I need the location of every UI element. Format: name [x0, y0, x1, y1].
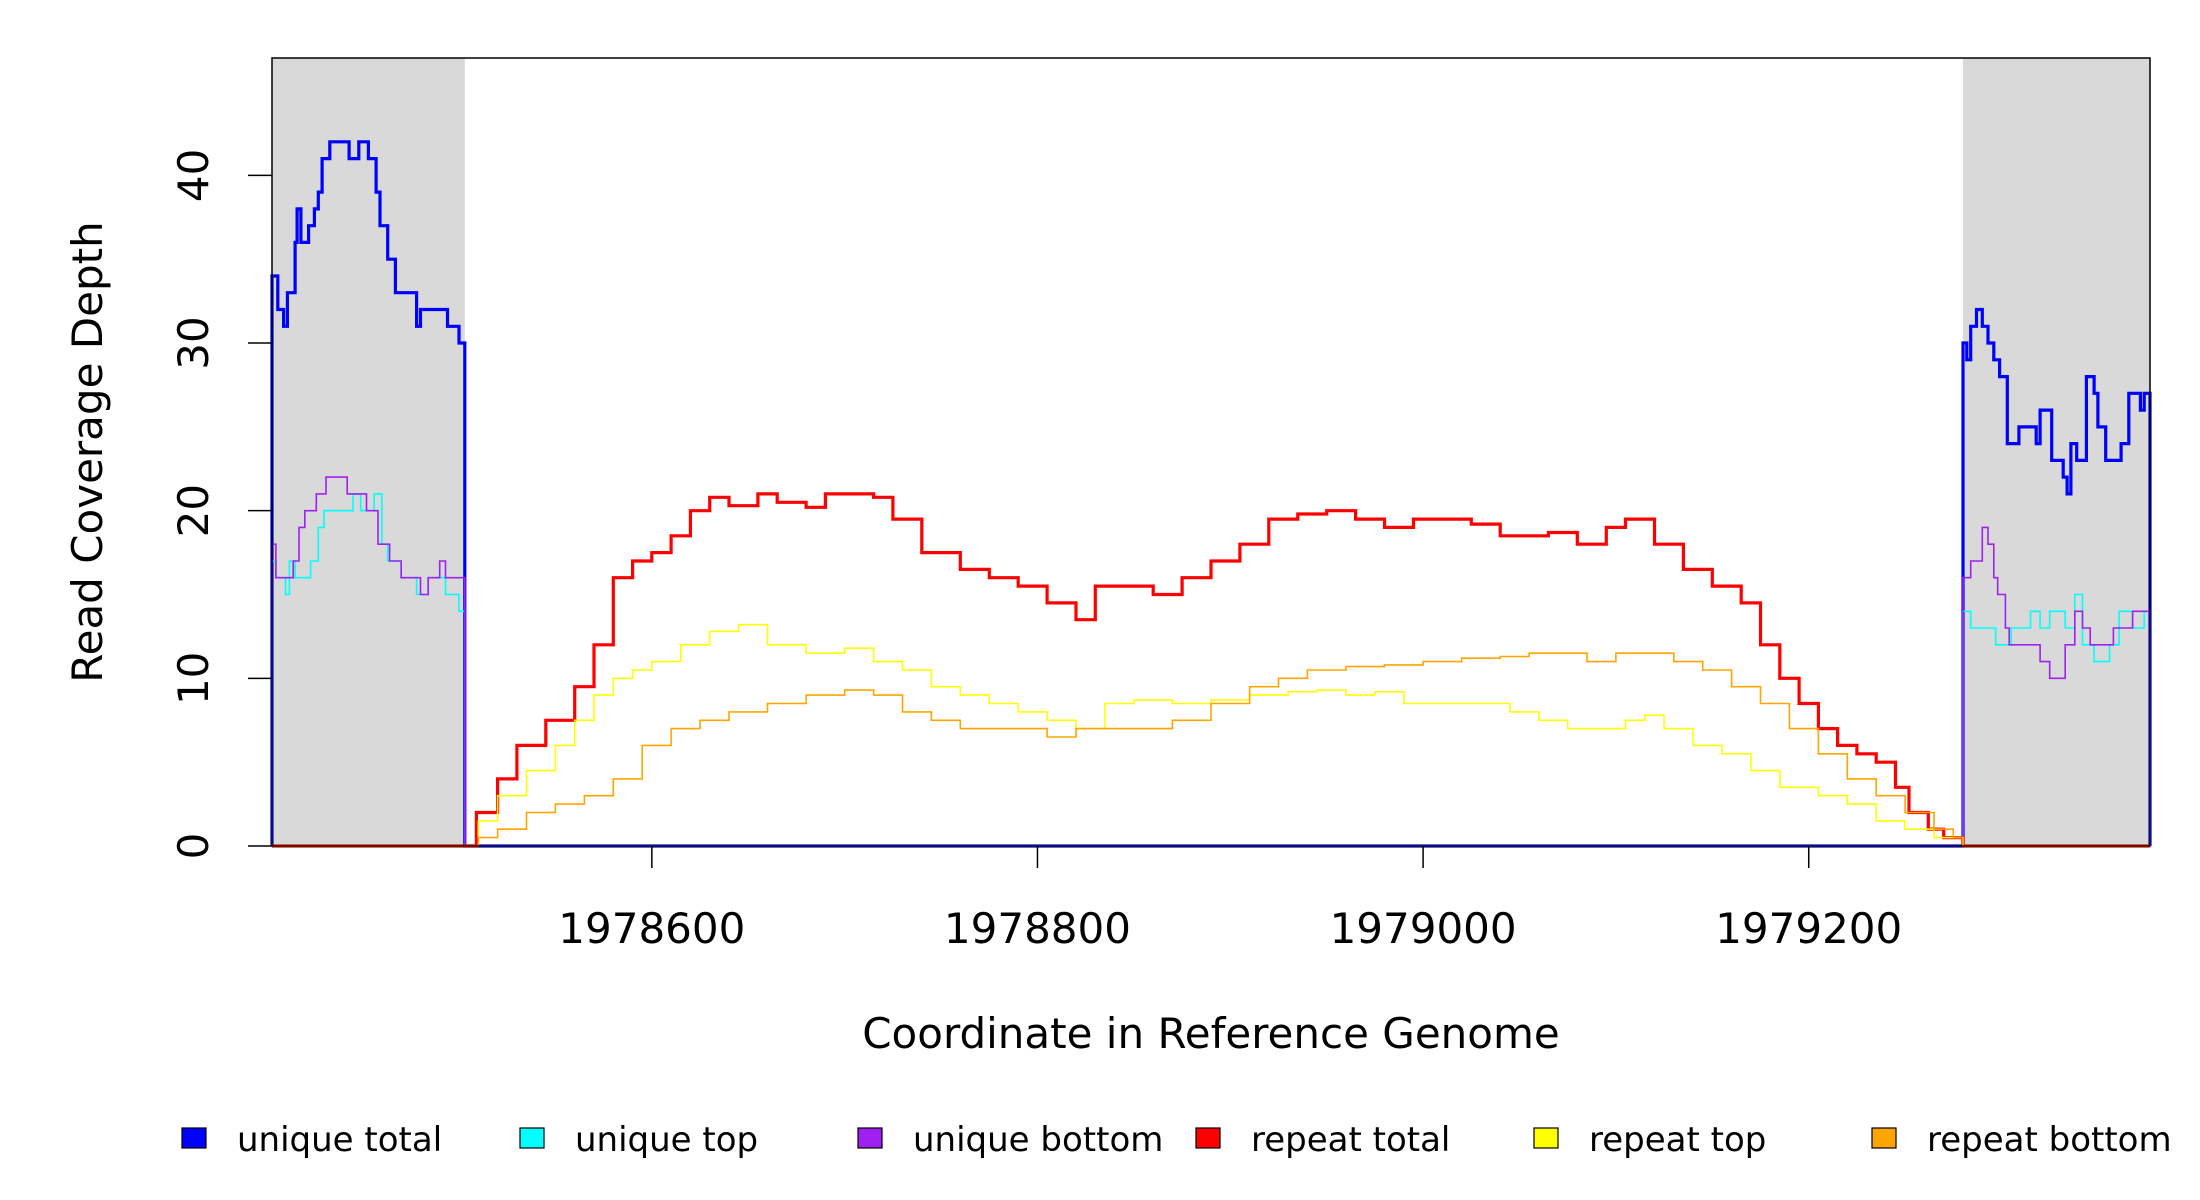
x-axis-title: Coordinate in Reference Genome — [862, 1009, 1560, 1058]
y-tick-label: 10 — [169, 652, 218, 705]
legend-swatch — [1533, 1127, 1559, 1149]
y-axis-title: Read Coverage Depth — [63, 221, 112, 682]
y-tick-label: 30 — [169, 316, 218, 369]
plot-frame — [271, 57, 2151, 847]
x-tick-label: 1979200 — [1715, 904, 1902, 953]
shaded-region-1 — [272, 58, 465, 846]
legend-label: repeat total — [1251, 1120, 1450, 1160]
legend-swatch — [181, 1127, 207, 1149]
x-tick-label: 1978800 — [944, 904, 1131, 953]
series-line-repeat-bottom — [272, 652, 2150, 847]
legend-label: unique bottom — [913, 1120, 1163, 1160]
shaded-regions — [272, 58, 2150, 846]
legend-swatch — [1871, 1127, 1897, 1149]
legend-swatch — [857, 1127, 883, 1149]
y-axis: 0 10 20 30 40 — [169, 149, 272, 860]
series-line-unique-top — [271, 493, 2151, 847]
series-line-unique-total — [270, 140, 2152, 848]
series-line-repeat-total — [272, 492, 2150, 848]
series-lines — [270, 140, 2152, 848]
y-tick-label: 0 — [169, 833, 218, 860]
legend-label: repeat bottom — [1927, 1120, 2172, 1160]
legend-label: unique top — [575, 1120, 758, 1160]
legend-swatch — [519, 1127, 545, 1149]
y-tick-label: 40 — [169, 149, 218, 202]
series-line-repeat-top — [272, 623, 2150, 847]
x-tick-label: 1978600 — [558, 904, 745, 953]
shaded-region-2 — [1962, 58, 2150, 846]
legend-label: unique total — [237, 1120, 442, 1160]
x-tick-label: 1979000 — [1330, 904, 1517, 953]
legend: unique total unique top unique bottom repea… — [181, 1120, 2172, 1160]
legend-swatch — [1195, 1127, 1221, 1149]
y-tick-label: 20 — [169, 484, 218, 537]
x-axis: 1978600 1978800 1979000 1979200 — [558, 846, 1902, 953]
legend-label: repeat top — [1589, 1120, 1766, 1160]
